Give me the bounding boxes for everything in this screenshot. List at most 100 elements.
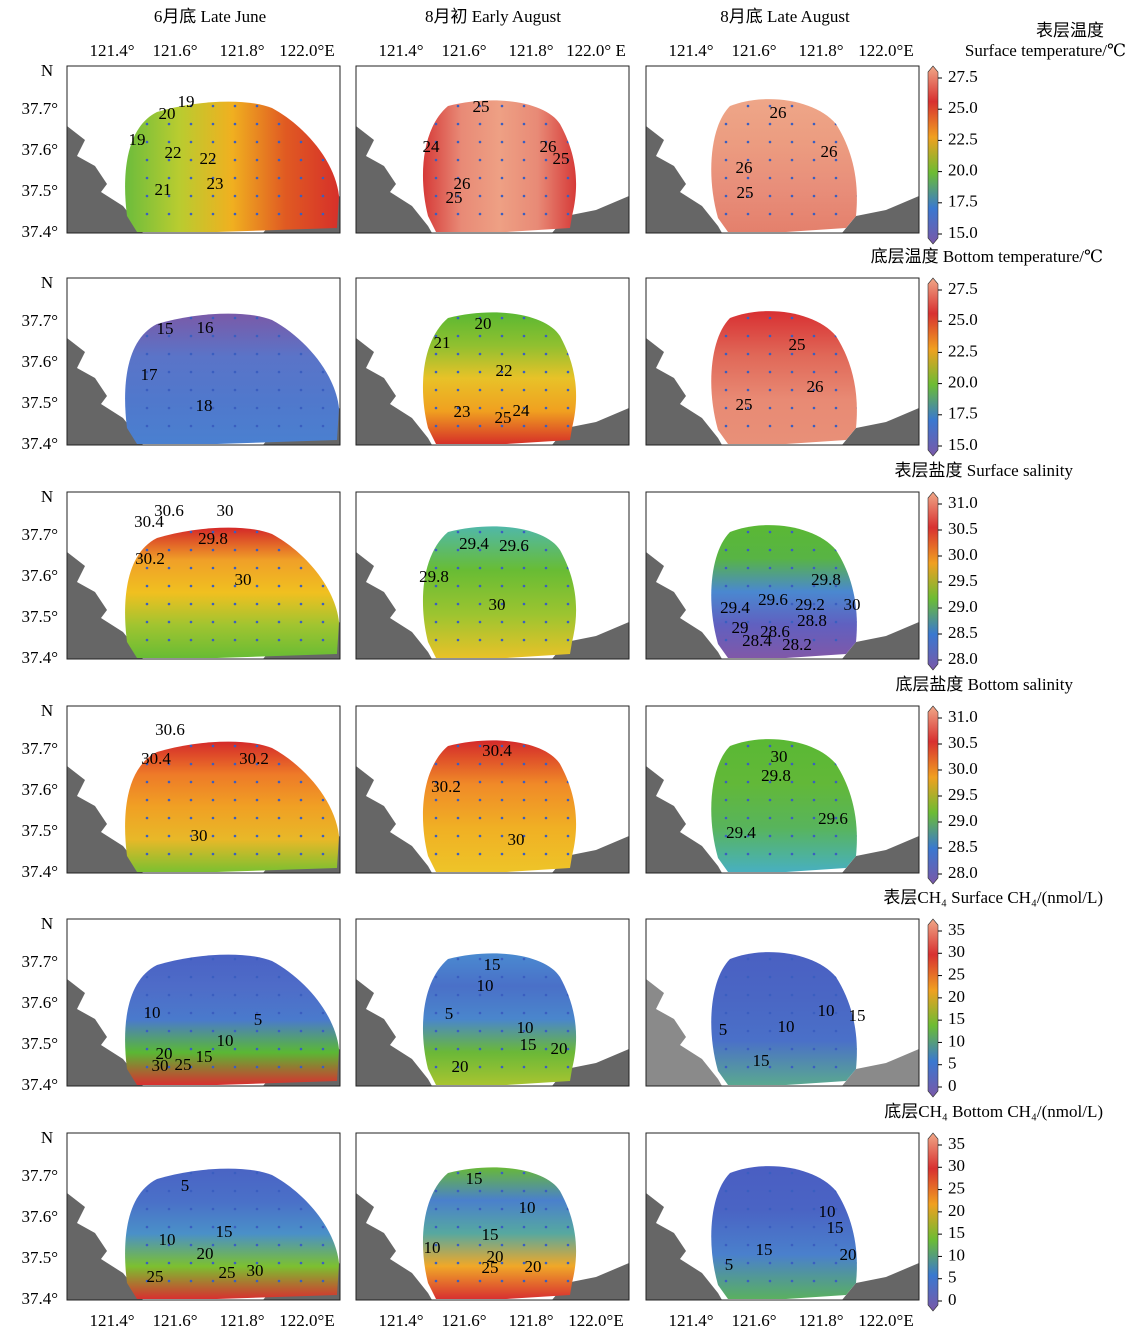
station	[746, 957, 750, 961]
station	[211, 1225, 215, 1229]
station	[189, 122, 193, 126]
station	[790, 620, 794, 624]
station	[211, 1261, 215, 1265]
station	[434, 1261, 438, 1265]
station	[790, 584, 794, 588]
lat-tick-label: 37.7°	[21, 1166, 58, 1185]
station	[189, 370, 193, 374]
station	[167, 620, 171, 624]
contour-field	[422, 526, 577, 658]
colorbar	[927, 1132, 939, 1312]
station	[167, 352, 171, 356]
contour-label: 22	[496, 361, 513, 380]
station	[189, 975, 193, 979]
station	[321, 816, 325, 820]
station	[834, 176, 838, 180]
station	[145, 780, 149, 784]
panel-frame	[355, 277, 630, 446]
colorbar-label: 20	[948, 1201, 965, 1220]
station	[478, 1225, 482, 1229]
colorbar-label: 28.0	[948, 863, 978, 882]
contour-field	[125, 101, 339, 232]
station	[834, 638, 838, 642]
station	[299, 1261, 303, 1265]
contour-label: 25	[147, 1267, 164, 1286]
station	[768, 1207, 772, 1211]
contour-label: 26	[821, 142, 838, 161]
colorbar-label: 15	[948, 1009, 965, 1028]
station	[544, 122, 548, 126]
station	[189, 158, 193, 162]
station	[255, 1261, 259, 1265]
station	[211, 1207, 215, 1211]
panel-frame	[66, 277, 341, 446]
station	[834, 424, 838, 428]
station	[522, 1207, 526, 1211]
station	[812, 352, 816, 356]
station	[566, 620, 570, 624]
station	[145, 834, 149, 838]
station	[566, 1243, 570, 1247]
station	[544, 1011, 548, 1015]
station	[321, 388, 325, 392]
station	[211, 1011, 215, 1015]
station	[768, 424, 772, 428]
station	[544, 406, 548, 410]
station	[434, 566, 438, 570]
station	[500, 816, 504, 820]
station	[321, 1243, 325, 1247]
contour-label: 5	[181, 1176, 190, 1195]
station	[145, 1047, 149, 1051]
station	[812, 584, 816, 588]
contour-label: 15	[157, 319, 174, 338]
station	[790, 1279, 794, 1283]
station	[790, 176, 794, 180]
station	[746, 620, 750, 624]
station	[255, 194, 259, 198]
station	[233, 1225, 237, 1229]
station	[277, 620, 281, 624]
contour-label: 29.8	[761, 766, 791, 785]
station	[299, 584, 303, 588]
land	[356, 552, 629, 659]
station	[321, 1225, 325, 1229]
contour-label: 15	[520, 1035, 537, 1054]
contour-label: 5	[725, 1255, 734, 1274]
station	[812, 140, 816, 144]
station	[768, 334, 772, 338]
station	[255, 352, 259, 356]
station	[211, 1047, 215, 1051]
station	[189, 176, 193, 180]
land	[356, 1193, 629, 1300]
station	[456, 548, 460, 552]
colorbar-label: 5	[948, 1268, 957, 1287]
station	[456, 620, 460, 624]
contour-label: 17	[141, 365, 159, 384]
lat-tick-label: 37.5°	[21, 393, 58, 412]
station	[211, 816, 215, 820]
station	[255, 1011, 259, 1015]
station	[834, 1011, 838, 1015]
station	[768, 406, 772, 410]
colorbar-label: 30.0	[948, 545, 978, 564]
station	[500, 1243, 504, 1247]
contour-label: 23	[207, 174, 224, 193]
panel-frame	[645, 1132, 920, 1301]
station	[233, 602, 237, 606]
land	[646, 126, 919, 233]
station	[211, 834, 215, 838]
map-panel: 30.6 30 30.4 29.8 30.2 30	[66, 491, 341, 660]
station	[500, 140, 504, 144]
station	[500, 1047, 504, 1051]
station	[768, 957, 772, 961]
station	[478, 620, 482, 624]
station	[277, 176, 281, 180]
station	[522, 780, 526, 784]
station	[790, 1189, 794, 1193]
land	[356, 766, 629, 873]
station	[522, 975, 526, 979]
contour-label: 5	[254, 1010, 263, 1029]
station	[566, 816, 570, 820]
lat-tick-label: 37.4°	[21, 1289, 58, 1308]
